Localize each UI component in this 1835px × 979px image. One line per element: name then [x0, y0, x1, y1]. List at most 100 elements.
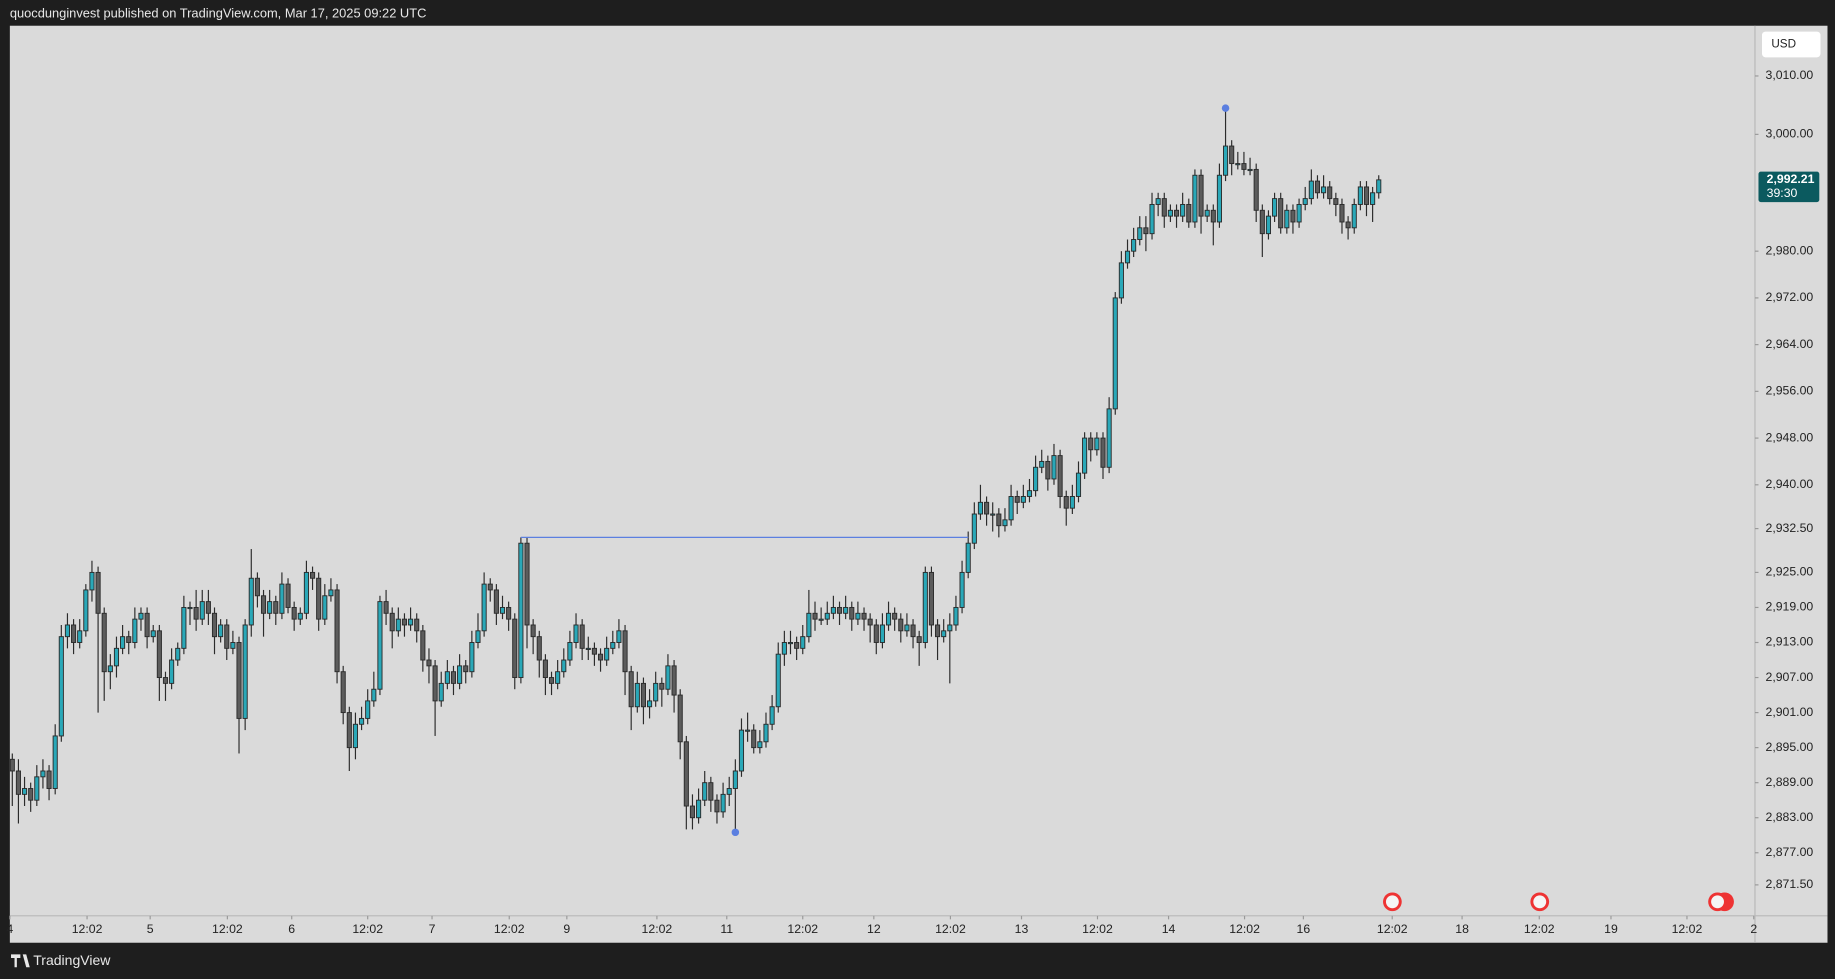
candle-body — [285, 583, 291, 608]
candle-body — [781, 642, 787, 655]
candle-body — [469, 642, 475, 673]
candle-body — [340, 671, 346, 714]
candle-body — [187, 606, 193, 610]
candle-body — [1186, 203, 1192, 223]
y-tick-label: 3,000.00 — [1765, 127, 1813, 141]
candle-body — [653, 682, 659, 702]
candle-body — [22, 788, 28, 795]
candle-body — [1296, 203, 1302, 223]
currency[interactable]: USD — [1771, 38, 1796, 51]
candle-body — [1284, 209, 1290, 229]
candle-body — [346, 712, 352, 749]
candle-body — [935, 624, 941, 638]
candle-body — [1026, 490, 1033, 497]
candle-body — [1327, 186, 1333, 200]
plot — [9, 104, 1382, 837]
candle-body — [1302, 198, 1308, 205]
x-tick-label: 18 — [1455, 922, 1469, 936]
x-tick-label: 19 — [1604, 922, 1618, 936]
candle-body — [928, 571, 934, 626]
candle-body — [794, 642, 800, 649]
y-tick-label: 2,883.00 — [1765, 810, 1813, 824]
candle-body — [506, 606, 512, 620]
x-tick-label: 9 — [563, 922, 570, 936]
candle-body — [162, 677, 169, 684]
x-tick-label: 6 — [288, 922, 295, 936]
candle-body — [444, 671, 450, 684]
y-tick-label: 2,940.00 — [1765, 477, 1813, 491]
candle-body — [77, 630, 83, 643]
candle-body — [604, 647, 610, 661]
candle-body — [849, 606, 855, 620]
candle-body — [1370, 192, 1376, 205]
candle-body — [291, 606, 297, 620]
candle-body — [150, 630, 156, 638]
candle-body — [132, 618, 138, 643]
x-tick-label: 12:02 — [935, 922, 966, 936]
x-tick-label: 12:02 — [1229, 922, 1260, 936]
candle-body — [879, 624, 885, 643]
candle-body — [1253, 168, 1259, 211]
candle-body — [1180, 203, 1186, 217]
candle-body — [1229, 145, 1235, 165]
event-flag-inner — [1711, 895, 1724, 909]
y-tick-label: 2,919.00 — [1765, 600, 1813, 614]
candle-body — [830, 606, 836, 614]
x-tick-label: 12:02 — [642, 922, 673, 936]
candle-body — [542, 659, 548, 679]
candle-body — [322, 595, 328, 620]
candle-body — [83, 589, 89, 632]
candle-body — [977, 501, 984, 515]
candle-body — [1167, 209, 1173, 217]
candle-body — [738, 729, 745, 772]
currency-box[interactable] — [1761, 31, 1821, 58]
y-tick-label: 3,010.00 — [1765, 68, 1813, 82]
x-tick-label: 12:02 — [1377, 922, 1408, 936]
candle-body — [138, 612, 144, 620]
candle-body — [414, 618, 420, 632]
candle-body — [120, 636, 126, 649]
candle-body — [555, 671, 561, 684]
candle-body — [873, 624, 879, 643]
candle-body — [885, 612, 892, 626]
candle-body — [101, 612, 107, 673]
x-tick-label: 7 — [429, 922, 436, 936]
candle-body — [175, 647, 181, 661]
candle-body — [745, 729, 751, 732]
candle-body — [1088, 437, 1094, 451]
candle-body — [867, 618, 873, 626]
y-tick-label: 2,895.00 — [1765, 740, 1813, 754]
candle-body — [696, 799, 702, 819]
candle-body — [530, 624, 536, 638]
candle-body — [990, 513, 996, 516]
candle-body — [677, 694, 683, 743]
candle-body — [273, 601, 279, 614]
x-tick-label: 12:02 — [352, 922, 383, 936]
brand-logo — [11, 954, 30, 968]
candle-body — [383, 601, 389, 614]
candle-body — [1204, 209, 1210, 217]
x-tick-label: 13 — [1015, 922, 1029, 936]
candle-body — [665, 665, 671, 690]
countdown: 39:30 — [1767, 186, 1798, 200]
candle-body — [824, 612, 830, 620]
candle-body — [892, 612, 898, 620]
candle-body — [40, 770, 46, 778]
candle-body — [395, 618, 401, 632]
candle-body — [548, 677, 555, 684]
footer: TradingView — [11, 952, 111, 968]
candle-body — [512, 618, 518, 679]
x-tick-label: 12:02 — [494, 922, 525, 936]
candle-body — [904, 624, 910, 632]
candle-body — [95, 571, 101, 614]
candle-body — [647, 700, 653, 708]
candle-body — [683, 741, 689, 807]
candle-body — [634, 682, 640, 708]
candle-body — [732, 770, 738, 789]
candle-body — [628, 671, 634, 708]
candle-body — [260, 595, 267, 614]
candle-body — [1241, 163, 1247, 170]
plot-background — [9, 25, 1828, 943]
event-flags — [1383, 892, 1734, 912]
candle-body — [806, 612, 812, 638]
